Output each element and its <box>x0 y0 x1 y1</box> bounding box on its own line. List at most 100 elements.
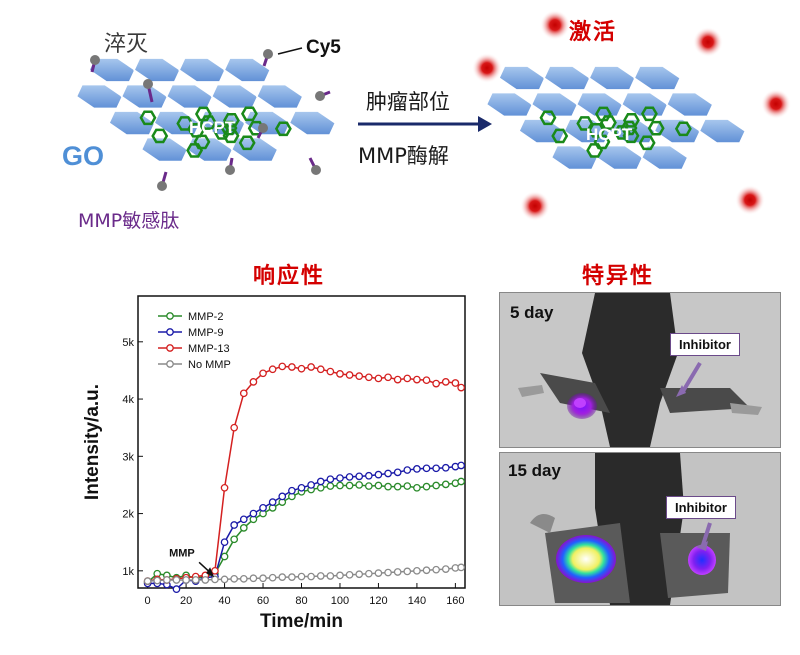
cy5-glow-dot <box>693 27 723 57</box>
graphene-oxide-sheet-right <box>485 65 747 171</box>
hex-cell <box>640 144 689 171</box>
hex-cell <box>133 57 182 83</box>
y-tick-label: 5k <box>122 337 134 349</box>
data-point <box>336 481 344 490</box>
drug-ring <box>674 121 692 137</box>
data-point <box>441 378 450 386</box>
data-point <box>278 492 287 501</box>
hex-cell <box>75 83 124 110</box>
data-point <box>364 471 373 480</box>
data-point <box>297 364 306 373</box>
data-point <box>355 472 364 481</box>
drug-ring <box>640 106 658 122</box>
data-point <box>316 477 325 486</box>
data-point <box>143 577 152 585</box>
x-tick-label: 20 <box>180 595 192 607</box>
data-point <box>220 575 229 584</box>
legend-marker <box>166 344 174 352</box>
drug-ring <box>139 110 157 126</box>
data-point <box>336 571 344 580</box>
cy5-glow-dot <box>520 191 550 221</box>
hex-cell <box>230 136 279 163</box>
drug-ring <box>188 122 205 138</box>
drug-ring <box>551 128 569 144</box>
drug-ring <box>588 122 605 138</box>
data-point <box>432 565 440 574</box>
data-point <box>259 574 267 583</box>
x-tick-label: 60 <box>257 595 269 607</box>
drug-ring <box>599 115 617 130</box>
data-point <box>268 498 277 506</box>
data-point <box>220 483 229 492</box>
data-point <box>268 573 277 582</box>
quench-label: 淬灭 <box>104 32 149 57</box>
drug-ring <box>539 110 557 126</box>
hex-cell <box>498 65 546 91</box>
go-label: GO <box>62 141 105 171</box>
photo-panel-5-day: 5 day Inhibitor <box>499 292 781 448</box>
series-line <box>147 566 462 582</box>
data-point <box>374 569 383 577</box>
data-point <box>249 574 258 583</box>
data-point <box>432 481 440 490</box>
data-point <box>403 567 412 576</box>
hcpt-molecule-right <box>539 106 692 158</box>
day-label: 15 day <box>508 461 561 480</box>
data-point <box>422 482 431 491</box>
data-point <box>355 481 364 489</box>
data-point <box>403 482 412 490</box>
quenched-dye-dot <box>258 123 268 133</box>
quenched-dye-dot <box>143 79 153 89</box>
data-point <box>239 389 248 398</box>
activated-cy5-dots <box>472 10 791 221</box>
drug-ring <box>238 135 256 151</box>
hex-cell <box>620 91 669 118</box>
data-point <box>249 378 258 386</box>
response-title: 响应性 <box>253 264 326 289</box>
specificity-title: 特异性 <box>582 264 655 289</box>
legend-marker <box>166 312 174 320</box>
drug-ring <box>151 128 169 144</box>
x-tick-label: 80 <box>295 595 307 607</box>
data-point <box>413 566 421 575</box>
inhibitor-label: Inhibitor <box>670 333 740 356</box>
hex-cell <box>543 65 592 91</box>
data-point <box>345 570 354 579</box>
data-point <box>336 370 344 378</box>
quenched-dye-dot <box>315 91 325 101</box>
data-point <box>413 465 421 473</box>
data-point <box>278 362 287 371</box>
legend-entry: No MMP <box>188 359 231 371</box>
drug-ring <box>647 120 665 136</box>
inhibitor-label: Inhibitor <box>666 496 736 519</box>
data-point <box>403 374 412 383</box>
data-point <box>441 480 450 489</box>
drug-ring <box>222 113 240 128</box>
quenched-dye-dot <box>263 49 273 59</box>
data-point <box>345 473 354 481</box>
drug-ring <box>620 120 638 136</box>
data-point <box>316 572 325 580</box>
data-point <box>393 568 402 576</box>
data-point <box>384 482 392 491</box>
hex-cell <box>530 91 579 118</box>
data-point <box>364 569 373 578</box>
data-point <box>422 464 431 473</box>
data-point <box>172 585 181 593</box>
data-point <box>384 469 392 478</box>
hex-cell <box>178 57 227 83</box>
data-point <box>220 552 229 561</box>
x-tick-label: 0 <box>145 595 151 607</box>
data-point <box>355 570 364 579</box>
data-point <box>374 374 383 383</box>
data-point <box>239 524 248 532</box>
hex-cell <box>165 83 214 110</box>
data-point <box>422 376 431 385</box>
data-point <box>374 481 383 490</box>
legend-marker <box>166 360 174 368</box>
data-point <box>441 565 450 573</box>
drug-ring <box>220 120 238 136</box>
y-tick-label: 2k <box>122 509 134 521</box>
data-point <box>326 475 335 484</box>
cy5-glow-dot <box>540 10 570 40</box>
